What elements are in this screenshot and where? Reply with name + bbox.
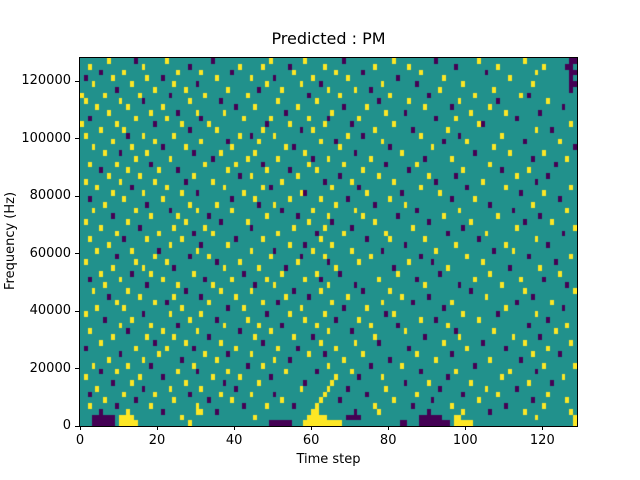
y-tick-label: 120000 [21,73,71,88]
x-axis-label: Time step [296,452,361,467]
y-tick-label: 20000 [29,360,71,376]
y-tick-mark [75,368,79,369]
x-tick-label: 20 [148,433,166,448]
y-axis-label: Frequency (Hz) [3,191,18,291]
y-tick-mark [75,195,79,197]
x-tick-mark [464,426,466,430]
x-tick-mark [387,426,389,430]
x-tick-mark [310,426,312,430]
heatmap-canvas [80,58,577,426]
chart-title: Predicted : PM [271,29,386,48]
x-tick-mark [233,426,235,430]
y-tick-label: 60000 [29,245,71,261]
y-tick-mark [75,138,79,139]
x-tick-label: 80 [379,433,397,448]
x-tick-mark [156,426,158,430]
y-tick-mark [75,310,79,312]
y-tick-mark [75,80,79,82]
y-tick-mark [75,425,79,427]
x-tick-label: 0 [75,433,85,448]
x-tick-mark [541,426,543,430]
plot-area [79,57,578,427]
x-tick-mark [79,426,81,430]
y-tick-mark [75,253,79,254]
y-tick-label: 100000 [21,130,71,146]
x-tick-label: 100 [452,433,478,448]
x-tick-label: 120 [529,433,555,448]
y-tick-label: 80000 [29,188,71,203]
x-tick-label: 60 [302,433,320,448]
y-tick-label: 40000 [29,303,71,318]
x-tick-label: 40 [225,433,243,448]
y-tick-label: 0 [62,418,71,433]
